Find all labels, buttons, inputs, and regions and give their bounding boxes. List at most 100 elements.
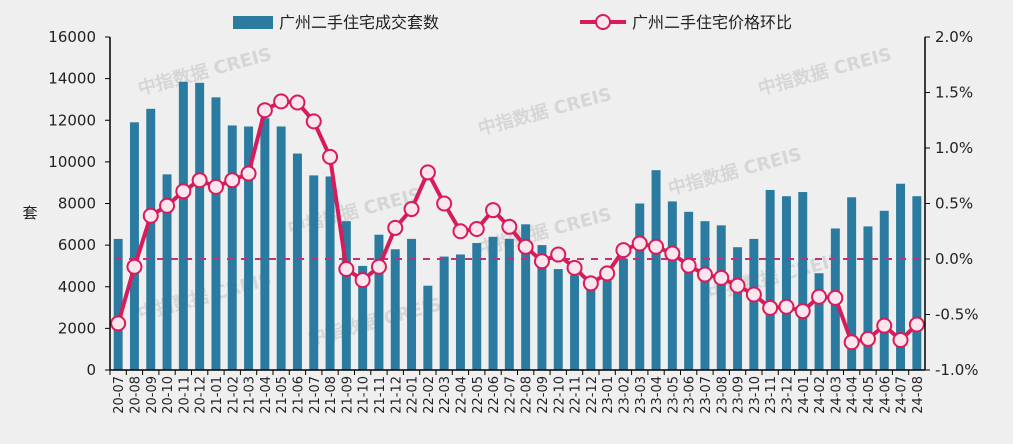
point-21-10 (354, 272, 371, 289)
bar-22-09 (537, 245, 547, 370)
x-tick-label: 23-11 (764, 376, 779, 414)
x-tick-label: 23-05 (666, 376, 681, 414)
x-tick-label: 24-05 (862, 376, 877, 414)
x-tick-label: 21-01 (210, 376, 225, 414)
bar-23-05 (667, 201, 677, 370)
point-20-11 (175, 183, 192, 200)
bar-21-04 (260, 118, 270, 370)
point-24-08 (908, 316, 925, 333)
left-tick-label: 8000 (58, 195, 96, 213)
x-tick-label: 20-12 (194, 376, 209, 414)
bar-21-11 (374, 234, 384, 370)
point-22-08 (517, 238, 534, 255)
bar-20-09 (146, 108, 156, 370)
bar-21-01 (211, 97, 221, 370)
point-24-06 (876, 317, 893, 334)
bar-24-06 (879, 210, 889, 370)
watermark-text: 中指数据 CREIS (666, 143, 804, 200)
x-tick-label: 22-02 (422, 376, 437, 414)
point-23-01 (599, 265, 616, 282)
bar-20-11 (178, 81, 188, 370)
x-tick-label: 23-08 (715, 376, 730, 414)
watermark-text: 中指数据 CREIS (476, 83, 614, 140)
bar-21-10 (358, 265, 368, 370)
bar-22-12 (586, 288, 596, 370)
x-tick-label: 24-08 (911, 376, 926, 414)
right-tick-label: 1.0% (935, 139, 973, 157)
right-tick-label: 1.5% (935, 84, 973, 102)
x-tick-label: 22-11 (569, 376, 584, 414)
bar-23-06 (684, 211, 694, 370)
point-21-05 (273, 93, 290, 110)
point-20-12 (191, 172, 208, 189)
bar-20-07 (113, 238, 123, 370)
x-tick-label: 24-04 (846, 376, 861, 414)
point-23-09 (729, 277, 746, 294)
left-tick-label: 10000 (48, 153, 96, 171)
x-tick-label: 23-06 (683, 376, 698, 414)
x-tick-label: 20-07 (112, 376, 127, 414)
point-22-12 (582, 275, 599, 292)
point-22-11 (566, 259, 583, 276)
x-tick-label: 20-09 (145, 376, 160, 414)
point-23-05 (664, 245, 681, 262)
left-tick-label: 16000 (48, 28, 96, 46)
point-21-08 (322, 148, 339, 165)
point-22-02 (419, 164, 436, 181)
point-21-11 (370, 258, 387, 275)
bar-21-02 (227, 125, 237, 370)
x-tick-label: 21-08 (324, 376, 339, 414)
bar-22-02 (423, 285, 433, 370)
point-22-06 (485, 202, 502, 219)
point-22-04 (452, 223, 469, 240)
watermark-text: 中指数据 CREIS (286, 183, 424, 240)
legend-label-bar: 广州二手住宅成交套数 (279, 13, 439, 32)
watermark-text: 中指数据 CREIS (136, 43, 274, 100)
x-tick-label: 24-02 (813, 376, 828, 414)
left-tick-label: 12000 (48, 111, 96, 129)
x-tick-label: 21-10 (357, 376, 372, 414)
point-23-07 (696, 266, 713, 283)
left-tick-label: 6000 (58, 236, 96, 254)
bar-23-10 (749, 238, 759, 370)
point-21-07 (305, 113, 322, 130)
x-tick-label: 23-01 (601, 376, 616, 414)
x-tick-label: 21-11 (373, 376, 388, 414)
watermark-text: 中指数据 CREIS (756, 43, 894, 100)
bar-24-07 (896, 183, 906, 370)
right-tick-label: -1.0% (935, 361, 979, 379)
x-tick-label: 24-07 (895, 376, 910, 414)
bar-22-08 (521, 224, 531, 370)
right-tick-label: -0.5% (935, 306, 979, 324)
y-axis-label: 套 (22, 204, 37, 222)
x-tick-label: 21-03 (243, 376, 258, 414)
bar-20-12 (195, 82, 205, 370)
point-24-01 (794, 303, 811, 320)
point-21-04 (256, 102, 273, 119)
x-tick-label: 23-02 (617, 376, 632, 414)
x-tick-label: 21-05 (275, 376, 290, 414)
bar-23-01 (602, 280, 612, 370)
point-23-08 (713, 269, 730, 286)
point-22-07 (501, 218, 518, 235)
bar-21-03 (244, 126, 254, 371)
x-tick-label: 23-03 (634, 376, 649, 414)
point-21-12 (387, 219, 404, 236)
bar-23-09 (733, 247, 743, 370)
bar-23-04 (651, 170, 661, 370)
x-tick-label: 20-11 (177, 376, 192, 414)
right-tick-label: 0.0% (935, 250, 973, 268)
point-24-04 (843, 334, 860, 351)
x-tick-label: 22-12 (585, 376, 600, 414)
point-21-01 (207, 178, 224, 195)
x-tick-label: 22-01 (406, 376, 421, 414)
legend-swatch-bar (233, 16, 273, 29)
point-22-05 (468, 221, 485, 238)
bar-23-11 (765, 189, 775, 370)
point-23-12 (778, 298, 795, 315)
right-tick-label: 2.0% (935, 28, 973, 46)
x-tick-label: 22-05 (471, 376, 486, 414)
x-tick-label: 23-12 (780, 376, 795, 414)
x-tick-label: 21-02 (226, 376, 241, 414)
